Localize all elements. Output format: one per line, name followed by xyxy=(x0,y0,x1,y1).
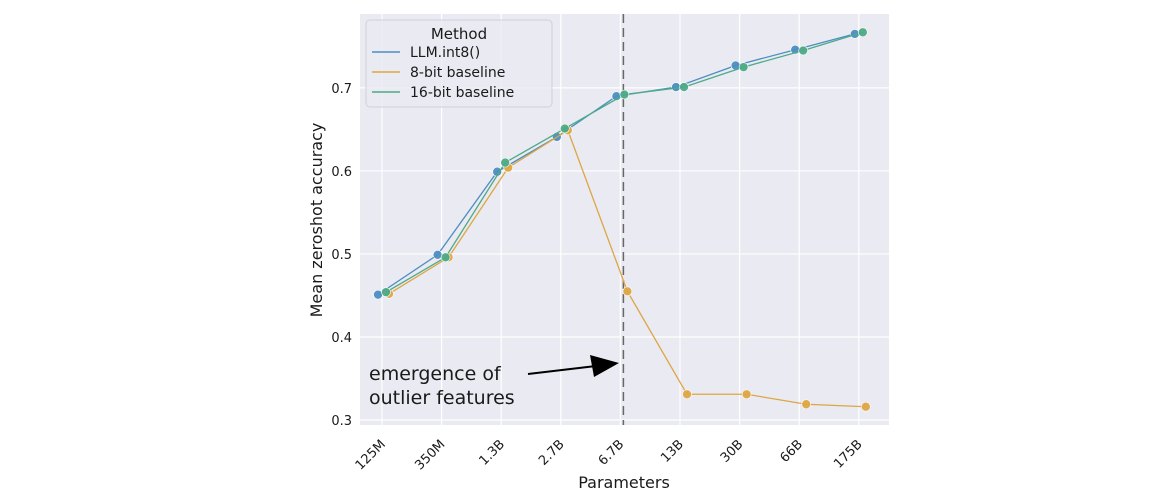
data-point xyxy=(373,289,383,300)
data-point xyxy=(738,62,749,72)
x-tick-label: 350M xyxy=(412,437,448,473)
data-point xyxy=(619,89,630,100)
y-tick-label: 0.4 xyxy=(331,331,352,346)
x-tick-label: 175B xyxy=(831,437,865,471)
data-point xyxy=(857,27,868,38)
x-tick-label: 2.7B xyxy=(536,437,568,469)
x-tick-label: 13B xyxy=(658,437,687,466)
data-point xyxy=(679,82,689,92)
legend-label: LLM.int8() xyxy=(410,45,480,61)
data-point xyxy=(622,286,633,297)
x-axis-label: Parameters xyxy=(578,473,670,492)
x-tick-label: 125M xyxy=(353,437,389,473)
annotation-line2: outlier features xyxy=(369,387,515,409)
annotation-arrow xyxy=(527,355,619,377)
x-tick-label: 6.7B xyxy=(596,437,628,469)
legend-label: 16-bit baseline xyxy=(410,85,514,101)
x-tick-label: 1.3B xyxy=(476,437,508,469)
legend: Method LLM.int8() 8-bit baseline 16-bit ba… xyxy=(365,19,553,108)
legend-title: Method xyxy=(431,25,487,43)
data-point xyxy=(559,123,570,134)
y-tick-label: 0.3 xyxy=(331,414,352,429)
annotation-line1: emergence of xyxy=(369,363,502,385)
data-point xyxy=(432,249,443,260)
data-point xyxy=(682,389,692,400)
data-point xyxy=(798,45,809,56)
x-tick-label: 30B xyxy=(718,437,747,466)
data-point xyxy=(440,252,451,263)
data-point xyxy=(860,401,871,412)
y-tick-label: 0.6 xyxy=(331,165,352,180)
data-point xyxy=(500,157,511,168)
data-point xyxy=(381,287,391,297)
y-tick-label: 0.7 xyxy=(331,82,352,97)
data-point xyxy=(801,399,812,410)
legend-label: 8-bit baseline xyxy=(410,65,505,81)
y-axis-label: Mean zeroshot accuracy xyxy=(307,123,326,318)
x-tick-label: 66B xyxy=(777,437,806,466)
y-tick-label: 0.5 xyxy=(331,248,352,263)
data-point xyxy=(741,389,752,400)
